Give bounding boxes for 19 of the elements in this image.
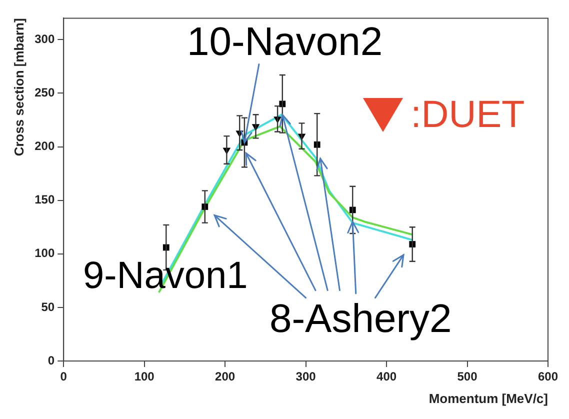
y-tick-label: 150 [34,192,55,207]
x-tick-label: 100 [134,370,155,384]
x-tick-label: 200 [215,370,236,384]
x-tick-label: 0 [60,370,68,384]
x-tick-label: 500 [457,370,478,384]
y-tick-label: 0 [48,353,55,368]
x-axis-title: Momentum [MeV/c] [428,390,548,406]
annotation: :DUET [410,94,525,136]
y-tick-label: 300 [34,32,55,46]
y-tick-label: 100 [34,246,55,260]
x-tick-label: 300 [296,370,316,384]
y-tick-label: 200 [34,139,55,154]
y-tick-label: 50 [41,300,55,314]
annotation: 10-Navon2 [186,20,383,64]
annotation: 8-Ashery2 [269,297,452,342]
y-axis-title: Cross section [mbarn] [11,18,26,156]
y-tick-label: 250 [34,86,55,100]
x-tick-label: 600 [538,370,558,384]
x-tick-label: 400 [376,370,397,384]
